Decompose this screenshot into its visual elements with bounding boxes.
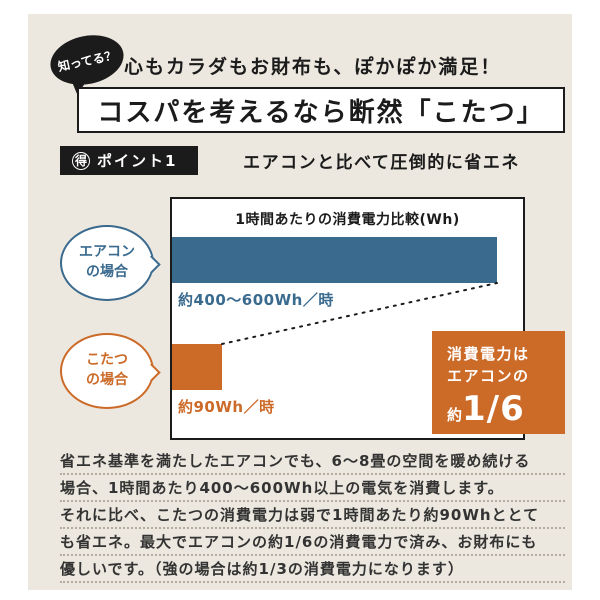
point-badge-label: ポイント1	[97, 152, 178, 170]
callout-value: 約1/6	[447, 389, 565, 429]
description-line-1: 省エネ基準を満たしたエアコンでも、6〜8畳の空間を暖め続ける	[60, 448, 565, 475]
callout-line2: エアコンの	[447, 366, 530, 385]
consumption-ratio-callout: 消費電力は エアコンの 約1/6	[432, 331, 565, 434]
chart-title: 1時間あたりの消費電力比較(Wh)	[235, 212, 460, 228]
description-line-5: 優しいです。（強の場合は約1/3の消費電力になります）	[60, 556, 565, 583]
description-paragraph: 省エネ基準を満たしたエアコンでも、6〜8畳の空間を暖め続ける 場合、1時間あたり…	[60, 448, 565, 583]
description-line-2: 場合、1時間あたり400〜600Wh以上の電気を消費します。	[60, 475, 565, 502]
point-badge: 得 ポイント1	[60, 146, 198, 175]
kotatsu-bubble-line2: の場合	[86, 372, 128, 388]
toku-mark-icon: 得	[72, 151, 90, 170]
aircon-bubble-line2: の場合	[86, 264, 128, 280]
main-title: コスパを考えるなら断然「こたつ」	[97, 97, 545, 128]
callout-value-number: 1/6	[462, 388, 525, 429]
speech-bubble-text: 知ってる？	[56, 47, 118, 74]
callout-line1: 消費電力は	[447, 345, 530, 363]
kotatsu-bar	[172, 344, 222, 390]
aircon-bar	[172, 237, 497, 283]
callout-value-prefix: 約	[447, 405, 463, 424]
aircon-value-label: 約400〜600Wh／時	[178, 291, 334, 309]
point-heading: エアコンと比べて圧倒的に省エネ	[243, 153, 520, 173]
aircon-category-bubble: エアコン の場合	[60, 225, 161, 301]
kotatsu-bubble-text: こたつ の場合	[86, 351, 128, 390]
kotatsu-bubble-line1: こたつ	[86, 352, 128, 369]
tagline: 心もカラダもお財布も、ぽかぽか満足！	[124, 56, 502, 78]
description-line-4: も省エネ。最大でエアコンの約1/6の消費電力で済み、お財布にも	[60, 529, 565, 556]
kotatsu-value-label: 約90Wh／時	[178, 398, 275, 416]
title-box: コスパを考えるなら断然「こたつ」	[77, 87, 565, 133]
aircon-bubble-text: エアコン の場合	[79, 243, 135, 282]
power-comparison-chart: 1時間あたりの消費電力比較(Wh) 約400〜600Wh／時 約90Wh／時	[170, 197, 525, 440]
aircon-bubble-line1: エアコン	[79, 244, 135, 261]
description-line-3: それに比べ、こたつの消費電力は弱で1時間あたり約90Whととて	[60, 502, 565, 529]
comparison-dotted-line	[221, 282, 498, 345]
kotatsu-category-bubble: こたつ の場合	[60, 333, 161, 409]
